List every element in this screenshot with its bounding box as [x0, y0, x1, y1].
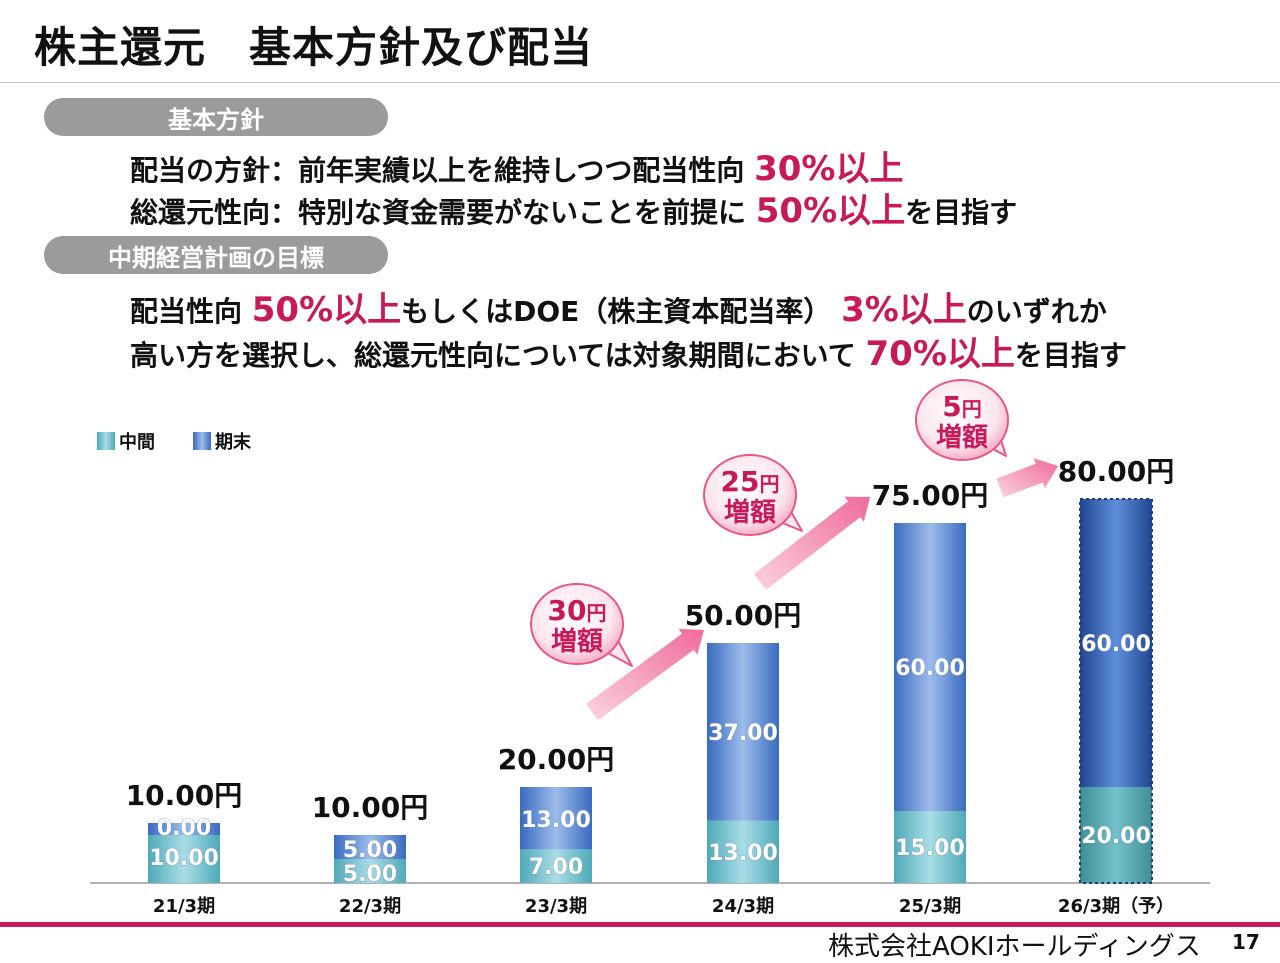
total-label-1: 10.00円	[126, 779, 243, 812]
segment-label-interim-1: 10.00	[149, 846, 219, 871]
bar-yearend-3	[520, 787, 592, 850]
midterm-line-1-highlight-2: 3%以上	[841, 290, 967, 330]
bar-interim-1	[148, 835, 220, 883]
bubble-amount-value-2: 25	[721, 465, 760, 498]
midterm-line-1-suffix: のいずれか	[966, 295, 1107, 328]
category-label-4: 24/3期	[712, 896, 774, 917]
midterm-line-2-text: 高い方を選択し、総還元性向については対象期間において	[130, 339, 866, 372]
category-label-1: 21/3期	[153, 896, 215, 917]
total-label-3: 20.00円	[498, 743, 615, 776]
company-name: 株式会社AOKIホールディングス	[828, 932, 1201, 962]
increase-arrow-1	[586, 628, 704, 721]
bubble-amount-unit-3: 円	[962, 397, 982, 421]
segment-label-yearend-2: 5.00	[343, 838, 397, 863]
bar-yearend-6	[1080, 499, 1152, 787]
policy-line-1-highlight: 30%以上	[754, 149, 904, 189]
bubble-amount-value-1: 30	[548, 594, 587, 627]
legend-label-1: 中間	[119, 431, 155, 453]
policy-line-1: 配当の方針：前年実績以上を維持しつつ配当性向 30%以上	[130, 141, 903, 190]
bar-yearend-4	[707, 643, 779, 821]
bar-yearend-1	[148, 823, 220, 835]
midterm-line-1-text: 配当性向	[130, 295, 252, 328]
forecast-bar-outline	[1079, 498, 1153, 884]
midterm-line-1-highlight-1: 50%以上	[251, 290, 402, 330]
basic-policy-pill: 基本方針	[44, 98, 388, 136]
bubble-amount-value-3: 5	[942, 390, 961, 423]
midterm-line-2: 高い方を選択し、総還元性向については対象期間において 70%以上を目指す	[130, 326, 1127, 375]
title-divider	[0, 82, 1280, 83]
bar-interim-6	[1080, 787, 1152, 883]
segment-label-yearend-5: 60.00	[895, 656, 965, 681]
bubble-text-3: 増額	[936, 423, 988, 453]
policy-line-2-highlight: 50%以上	[755, 191, 906, 231]
bar-interim-3	[520, 849, 592, 883]
policy-line-1-text: 配当の方針：前年実績以上を維持しつつ配当性向	[130, 154, 755, 187]
segment-label-interim-2: 5.00	[343, 862, 397, 887]
bubble-inner-2	[706, 457, 794, 533]
midterm-line-1-middle: もしくはDOE（株主資本配当率）	[401, 295, 842, 328]
bubble-inner-3	[918, 382, 1006, 458]
legend-label-2: 期末	[215, 431, 252, 453]
policy-line-2-text: 総還元性向：特別な資金需要がないことを前提に	[130, 196, 756, 229]
total-label-4: 50.00円	[685, 599, 802, 632]
category-label-6: 26/3期（予）	[1058, 896, 1174, 917]
segment-label-interim-3: 7.00	[529, 855, 583, 880]
segment-label-interim-5: 15.00	[895, 836, 965, 861]
page-number: 17	[1232, 930, 1260, 954]
bar-interim-5	[894, 811, 966, 883]
midterm-line-1: 配当性向 50%以上もしくはDOE（株主資本配当率） 3%以上のいずれか	[130, 282, 1107, 331]
segment-label-interim-4: 13.00	[708, 841, 778, 866]
total-label-6: 80.00円	[1058, 455, 1175, 488]
segment-label-yearend-3: 13.00	[521, 808, 591, 833]
bubble-amount-unit-1: 円	[586, 601, 606, 625]
bubble-amount-2: 25円	[721, 465, 780, 498]
bubble-text-2: 増額	[724, 498, 776, 528]
midterm-line-2-suffix: を目指す	[1014, 339, 1127, 372]
bubble-text-1: 増額	[551, 627, 603, 657]
increase-arrow-3	[996, 458, 1058, 498]
bubble-amount-unit-2: 円	[759, 472, 779, 496]
bar-interim-4	[707, 820, 779, 883]
total-label-5: 75.00円	[872, 479, 989, 512]
bubble-amount-1: 30円	[548, 594, 607, 627]
bubble-inner-1	[533, 586, 621, 662]
bar-yearend-5	[894, 523, 966, 811]
policy-line-2: 総還元性向：特別な資金需要がないことを前提に 50%以上を目指す	[130, 183, 1017, 232]
footer-divider	[0, 922, 1280, 927]
category-label-2: 22/3期	[339, 896, 401, 917]
total-label-2: 10.00円	[312, 791, 429, 824]
legend-swatch-2	[193, 432, 211, 450]
page-title: 株主還元 基本方針及び配当	[34, 23, 594, 72]
category-label-5: 25/3期	[899, 896, 961, 917]
segment-label-yearend-6: 60.00	[1081, 632, 1151, 657]
policy-line-2-suffix: を目指す	[905, 196, 1018, 229]
segment-label-interim-6: 20.00	[1081, 824, 1151, 849]
midterm-target-pill: 中期経営計画の目標	[44, 236, 388, 274]
bar-interim-2	[334, 859, 406, 883]
midterm-line-2-highlight: 70%以上	[865, 334, 1015, 374]
bar-yearend-2	[334, 835, 406, 859]
category-label-3: 23/3期	[525, 896, 587, 917]
segment-label-yearend-4: 37.00	[708, 721, 778, 746]
legend-swatch-1	[97, 432, 115, 450]
segment-label-yearend-1: 0.00	[157, 816, 211, 841]
increase-arrow-2	[753, 496, 870, 590]
bubble-amount-3: 5円	[942, 390, 981, 423]
